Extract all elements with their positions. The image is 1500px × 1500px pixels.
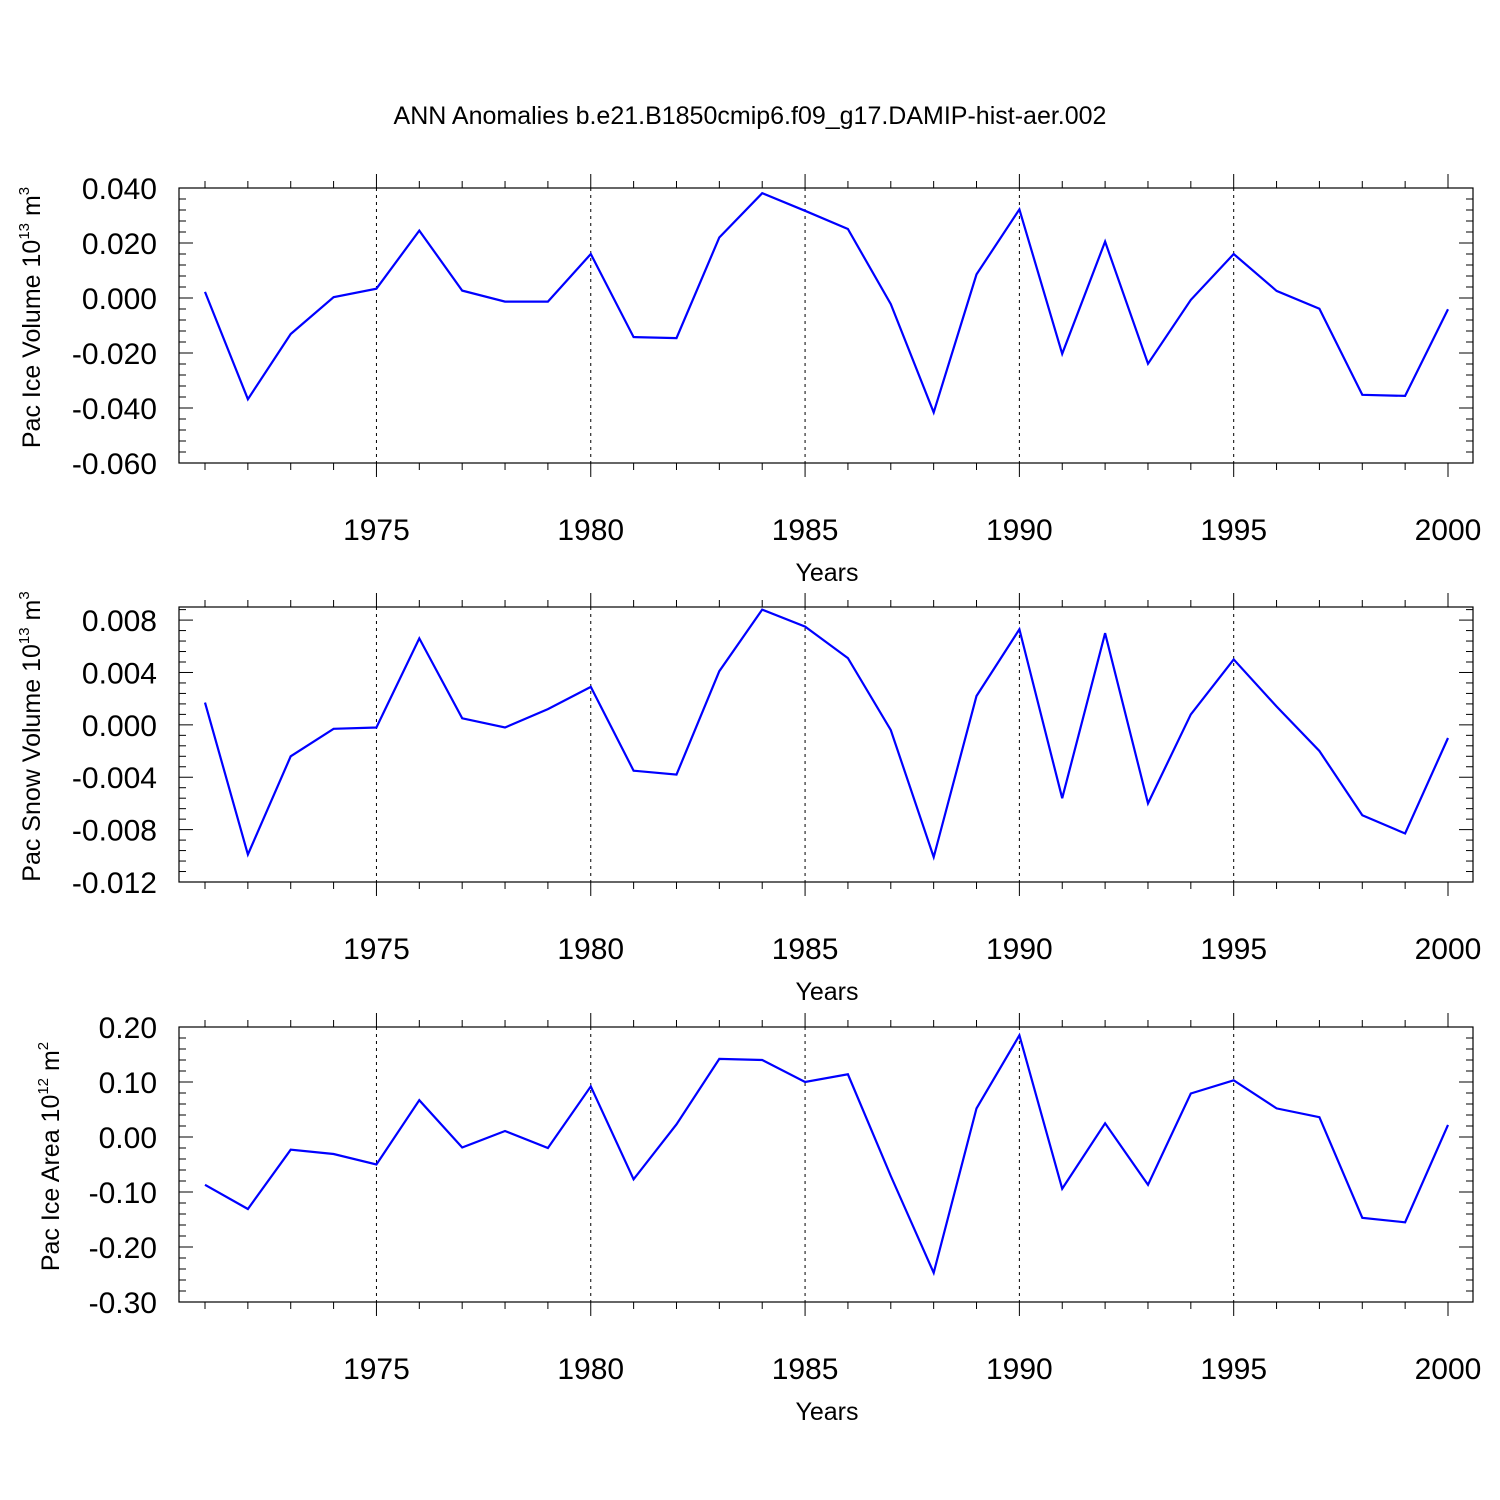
- x-tick-label: 1995: [1200, 933, 1267, 966]
- y-tick-label: -0.020: [72, 338, 157, 371]
- panel-1: 0.040 0.020 0.000 -0.020 -0.040 -0.060 1975 198…: [16, 173, 1481, 587]
- plot-frame: [178, 606, 1474, 883]
- x-tick-label: 2000: [1415, 1353, 1482, 1386]
- panel-3: 0.20 0.10 0.00 -0.10 -0.20 -0.30 1975 1980 1985 1…: [35, 1012, 1481, 1426]
- y-tick-label: 0.10: [99, 1067, 157, 1100]
- x-tick-label: 1975: [343, 933, 410, 966]
- x-tick-label: 2000: [1415, 933, 1482, 966]
- y-tick-label: 0.008: [82, 605, 157, 638]
- y-tick-label: 0.000: [82, 710, 157, 743]
- x-tick-label: 1985: [772, 1353, 839, 1386]
- panels: 0.040 0.020 0.000 -0.020 -0.040 -0.060 1975 198…: [16, 173, 1481, 1426]
- x-tick-label: 1980: [557, 514, 624, 547]
- y-axis-title: Pac Snow Volume 1013 m3: [16, 591, 46, 881]
- y-tick-label: 0.00: [99, 1122, 157, 1155]
- y-tick-label: 0.20: [99, 1012, 157, 1045]
- panel-2: 0.008 0.004 0.000 -0.004 -0.008 -0.012 1975 198…: [16, 591, 1481, 1006]
- chart-title: ANN Anomalies b.e21.B1850cmip6.f09_g17.D…: [394, 102, 1107, 130]
- x-tick-label: 1990: [986, 933, 1053, 966]
- x-tick-label: 1980: [557, 933, 624, 966]
- y-tick-label: -0.040: [72, 393, 157, 426]
- x-tick-label: 1990: [986, 1353, 1053, 1386]
- x-tick-label: 1995: [1200, 1353, 1267, 1386]
- y-tick-label: -0.060: [72, 448, 157, 481]
- y-tick-label: 0.040: [82, 173, 157, 206]
- series-line: [203, 608, 1450, 861]
- y-tick-label: -0.10: [89, 1177, 157, 1210]
- x-axis-title: Years: [795, 978, 858, 1006]
- y-tick-label: -0.20: [89, 1232, 157, 1265]
- y-tick-label: -0.008: [72, 815, 157, 848]
- x-tick-label: 1975: [343, 1353, 410, 1386]
- x-tick-label: 1995: [1200, 514, 1267, 547]
- y-tick-label: -0.004: [72, 762, 157, 795]
- plot-frame: [178, 187, 1474, 464]
- y-tick-label: 0.020: [82, 228, 157, 261]
- x-tick-label: 1990: [986, 514, 1053, 547]
- x-tick-label: 1980: [557, 1353, 624, 1386]
- series-line: [204, 1032, 1450, 1277]
- x-tick-label: 1985: [772, 933, 839, 966]
- x-tick-label: 2000: [1415, 514, 1482, 547]
- x-tick-label: 1975: [343, 514, 410, 547]
- y-tick-label: -0.30: [89, 1287, 157, 1320]
- y-tick-label: -0.012: [72, 867, 157, 900]
- y-axis-title: Pac Ice Area 1012 m2: [35, 1042, 65, 1271]
- y-axis-title: Pac Ice Volume 1013 m3: [16, 187, 46, 448]
- y-tick-label: 0.004: [82, 657, 157, 690]
- y-tick-label: 0.000: [82, 283, 157, 316]
- plot-frame: [178, 1026, 1474, 1303]
- x-axis-title: Years: [795, 559, 858, 587]
- x-axis-title: Years: [795, 1398, 858, 1426]
- series-line: [203, 191, 1449, 416]
- x-tick-label: 1985: [772, 514, 839, 547]
